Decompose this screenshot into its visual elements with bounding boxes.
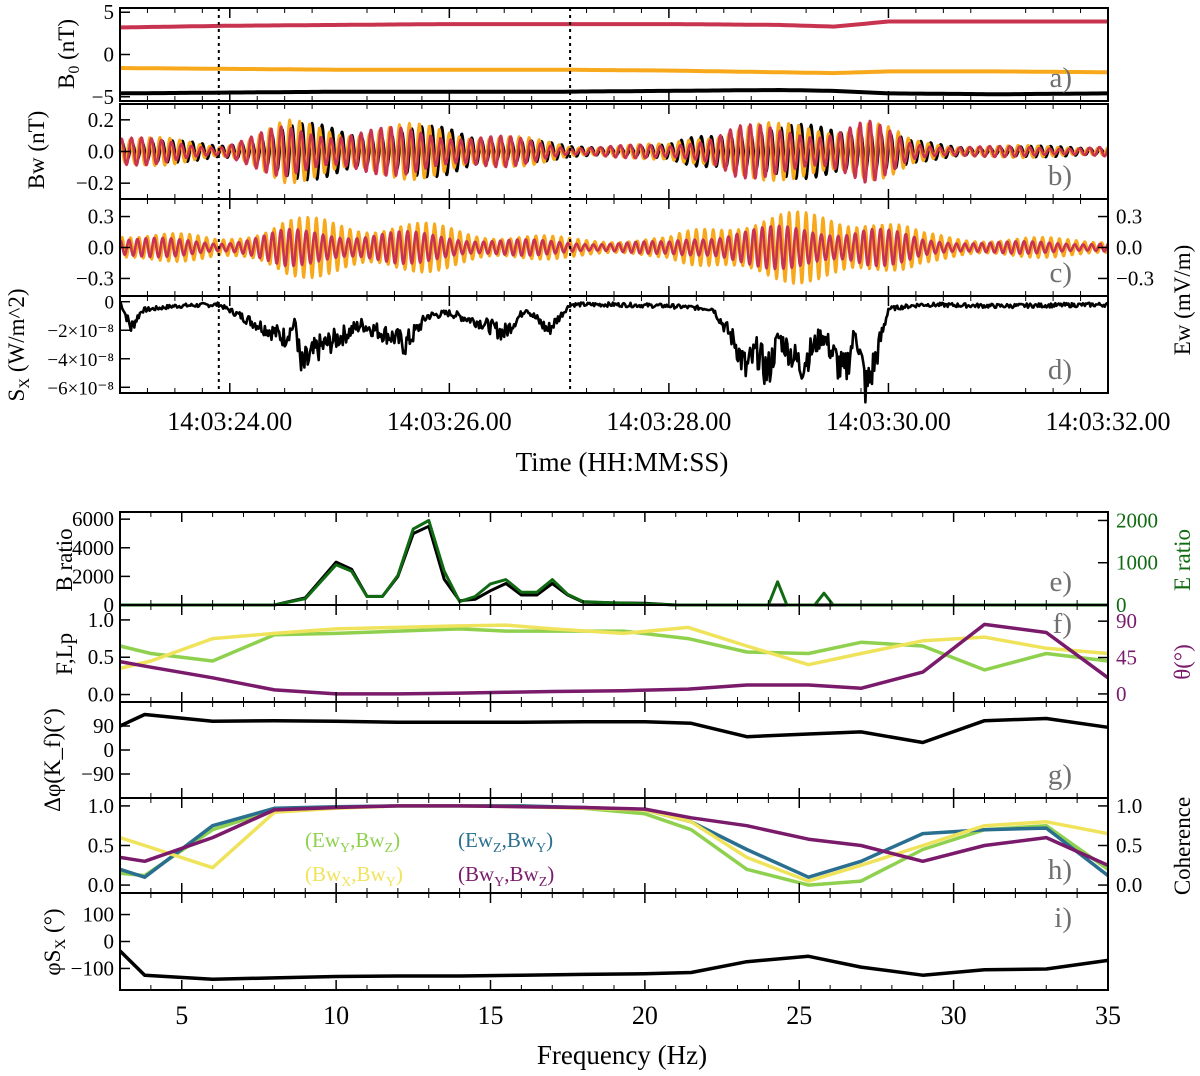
- panel-a-series-Bx: [120, 19, 1108, 30]
- panel-h-label: h): [1048, 854, 1072, 886]
- panel-c-ytick-label: −0.3: [76, 266, 114, 290]
- time-tick-label: 14:03:24.00: [167, 407, 292, 436]
- panel-e-y2tick-label: 2000: [1116, 508, 1158, 532]
- panel-f-ytick-label: 1.0: [88, 608, 114, 632]
- panel-f-ylabel: F,Lp: [52, 633, 77, 675]
- panel-e-frame: [119, 511, 1109, 606]
- panel-f-series-theta: [119, 622, 1110, 696]
- panel-c-ytick-label: 0.0: [88, 236, 114, 260]
- panel-h-y2tick-label: 1.0: [1116, 794, 1142, 818]
- panels-group: 5 0 −5 B0 (nT) a) 0.2 0.0 −0.2 Bw (nT) b) 0.3 0.0 −0…: [4, 0, 1195, 1030]
- panel-d-ytick-label: 0: [105, 293, 115, 314]
- panel-h-y2label: Coherence: [1170, 797, 1195, 895]
- panel-c-y2tick-label: 0.3: [1116, 205, 1142, 229]
- time-tick-label: 14:03:26.00: [387, 407, 512, 436]
- panel-h-ytick-label: 0.5: [88, 834, 114, 858]
- panel-b-series-Bz: [118, 119, 1110, 184]
- panel-f-series-Lp: [119, 623, 1109, 671]
- panel-h-series-BwYBwZ: [119, 804, 1109, 867]
- panel-e-ytick-label: 2000: [72, 564, 114, 588]
- frequency-axis-label: Frequency (Hz): [537, 1040, 707, 1070]
- frequency-tick-label: 30: [941, 1001, 967, 1030]
- panel-g-series-dphi: [119, 712, 1109, 745]
- time-tick-label: 14:03:32.00: [1046, 407, 1171, 436]
- panel-i-ylabel: φSX (°): [40, 908, 69, 975]
- panel-f-y2tick-label: 90: [1116, 609, 1137, 633]
- panel-i-series-phiSx: [118, 949, 1109, 981]
- panel-g-ytick-label: 0: [104, 738, 115, 762]
- panel-a-label: a): [1049, 62, 1072, 94]
- panel-e-ytick-label: 0: [104, 593, 115, 617]
- panel-f-label: f): [1053, 608, 1072, 640]
- frequency-tick-label: 5: [175, 1001, 188, 1030]
- panel-e-y2tick-label: 0: [1116, 593, 1127, 617]
- time-tick-label: 14:03:30.00: [826, 407, 951, 436]
- panel-d-label: d): [1048, 354, 1072, 386]
- panel-a-ylabel: B0 (nT): [54, 19, 83, 89]
- legend-entry: (BwY,BwZ): [458, 862, 554, 890]
- panel-d-ytick-label: −6×10⁻⁸: [47, 378, 114, 399]
- frequency-tick-label: 35: [1095, 1001, 1121, 1030]
- panel-f-ytick-label: 0.5: [88, 645, 114, 669]
- panel-g-frame: [119, 701, 1109, 799]
- frequency-tick-label: 10: [323, 1001, 349, 1030]
- panel-f-y2tick-label: 45: [1116, 646, 1137, 670]
- panel-c-series-Ew1: [118, 210, 1110, 285]
- panel-a-ytick-label: 0: [104, 43, 115, 67]
- legend-entry: (EwY,BwZ): [305, 828, 400, 856]
- panel-c-y2tick-label: −0.3: [1116, 266, 1154, 290]
- panel-g-ytick-label: −90: [81, 762, 114, 786]
- panel-g-label: g): [1048, 759, 1072, 791]
- frequency-tick-label: 20: [632, 1001, 658, 1030]
- panel-i-ytick-label: −100: [71, 956, 114, 980]
- frequency-tick-label: 15: [478, 1001, 504, 1030]
- time-axis-label: Time (HH:MM:SS): [516, 447, 729, 477]
- panel-e-y2label: E ratio: [1170, 529, 1195, 591]
- panel-h-ytick-label: 1.0: [88, 794, 114, 818]
- panel-b-ytick-label: −0.2: [76, 171, 114, 195]
- panel-a-series-Bz: [119, 88, 1108, 97]
- panel-h-y2tick-label: 0.5: [1116, 834, 1142, 858]
- panel-f-ytick-label: 0.0: [88, 683, 114, 707]
- panel-g-ytick-label: 90: [93, 714, 114, 738]
- panel-b-label: b): [1048, 160, 1072, 192]
- panel-f-y2label: θ(°): [1170, 644, 1195, 680]
- panel-g-ylabel: Δφ(K_f)(°): [40, 708, 65, 812]
- panel-i-ytick-label: 0: [104, 930, 115, 954]
- panel-c-y2label: Ew (mV/m): [1170, 245, 1195, 356]
- panel-c-series-Ew2: [119, 224, 1110, 271]
- time-tick-label: 14:03:28.00: [606, 407, 731, 436]
- panel-h-series-BwXBwY: [119, 804, 1109, 883]
- panel-h-y2tick-label: 0.0: [1116, 873, 1142, 897]
- panel-e-ytick-label: 6000: [72, 507, 114, 531]
- panel-e-series-Bratio: [120, 524, 1108, 607]
- legend-entry: (EwZ,BwY): [458, 828, 553, 856]
- legend-entry: (BwX,BwY): [305, 862, 403, 890]
- panel-b-ytick-label: 0.2: [88, 108, 114, 132]
- panel-d-ytick-label: −2×10⁻⁸: [47, 321, 114, 342]
- panel-d-series-Sx: [118, 301, 1109, 404]
- panel-a-series-By: [119, 66, 1109, 76]
- panel-i-ytick-label: 100: [83, 903, 115, 927]
- panel-h-ytick-label: 0.0: [88, 873, 114, 897]
- panel-b-ytick-label: 0.0: [88, 140, 114, 164]
- panel-b-ylabel: Bw (nT): [24, 111, 49, 190]
- panel-a-ytick-label: 5: [104, 0, 115, 24]
- panel-e-ylabel: B ratio: [52, 528, 77, 591]
- panel-d-ylabel: SX (W/m^2): [4, 289, 33, 402]
- panel-e-label: e): [1049, 566, 1072, 598]
- panel-e-series-Eratio: [120, 519, 1108, 607]
- panel-d-frame: [119, 295, 1109, 394]
- frequency-tick-label: 25: [786, 1001, 812, 1030]
- panel-c-y2tick-label: 0.0: [1116, 236, 1142, 260]
- panel-i-label: i): [1054, 902, 1072, 934]
- panel-c-label: c): [1049, 257, 1072, 289]
- panel-e-ytick-label: 4000: [72, 536, 114, 560]
- panel-c-ytick-label: 0.3: [88, 205, 114, 229]
- panel-d-ytick-label: −4×10⁻⁸: [47, 350, 114, 371]
- panel-f-y2tick-label: 0: [1116, 682, 1127, 706]
- panel-e-y2tick-label: 1000: [1116, 551, 1158, 575]
- panel-a-ytick-label: −5: [92, 85, 114, 109]
